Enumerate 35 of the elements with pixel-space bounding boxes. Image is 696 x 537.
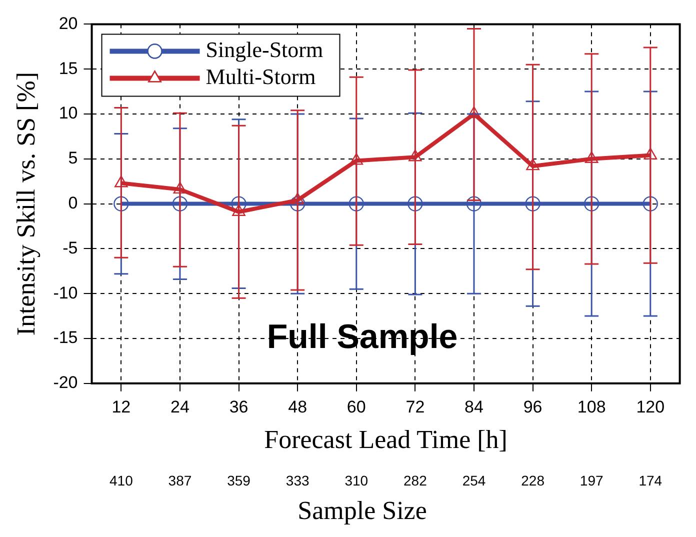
legend-label: Multi-Storm [206,64,316,89]
x-tick-label: 48 [288,397,308,416]
x-tick-label: 108 [577,397,606,416]
x-tick-label: 96 [523,397,542,416]
text: 197 [580,472,604,488]
text: 387 [168,472,192,488]
legend-label: Single-Storm [206,36,324,62]
y-tick-label: 5 [68,148,78,168]
text: 282 [404,472,428,488]
x-tick-label: 36 [229,397,248,416]
text: 228 [521,472,545,488]
annotation: Full Sample [266,318,458,356]
x-axis-title: Forecast Lead Time [h] [264,425,508,454]
text: 359 [227,472,251,488]
y-tick-label: 10 [58,104,78,123]
x-tick-label: 84 [464,397,484,416]
y-tick-label: -15 [53,328,78,348]
x-tick-label: 120 [636,397,665,416]
y-tick-label: -5 [62,238,78,258]
y-tick-label: 0 [68,193,78,212]
text: 410 [109,472,134,488]
text: 333 [286,472,310,488]
x-tick-label: 12 [112,397,131,416]
text: Sample Size [298,496,427,525]
y-axis-title: Intensity Skill vs. SS [%] [11,72,40,336]
text: 174 [638,472,662,488]
y-tick-label: 15 [58,58,78,78]
x-tick-label: 60 [346,397,366,416]
y-tick-label: -10 [53,283,78,302]
y-tick-label: -20 [53,373,78,392]
text: 310 [344,472,368,488]
y-tick-label: 20 [58,14,78,33]
x-tick-label: 24 [170,397,190,416]
x-tick-label: 72 [406,397,425,416]
text: 254 [462,472,486,488]
